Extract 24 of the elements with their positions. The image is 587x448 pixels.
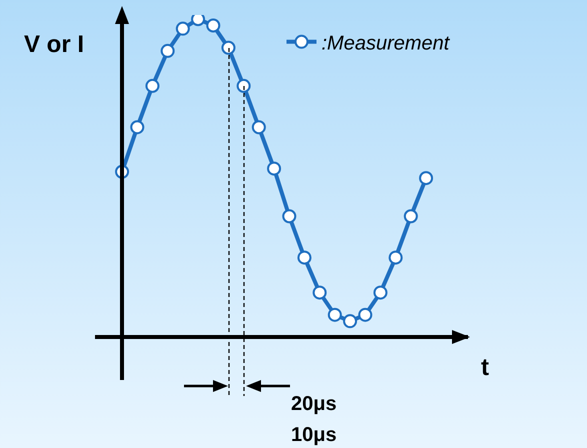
point — [388, 250, 403, 265]
point — [206, 18, 220, 32]
point — [221, 40, 236, 55]
point — [358, 308, 372, 322]
legend-label: :Measurement — [322, 32, 451, 55]
point — [267, 162, 282, 176]
text: 10μs — [291, 424, 337, 446]
point — [252, 120, 266, 134]
x-axis-title: t — [481, 354, 489, 381]
point — [343, 314, 358, 328]
point — [282, 209, 296, 224]
point — [328, 308, 342, 322]
point — [176, 22, 190, 36]
point — [419, 171, 434, 186]
point — [145, 78, 160, 93]
text: 20μs — [291, 393, 337, 415]
point — [373, 286, 388, 300]
y-axis-title: V or I — [24, 31, 84, 58]
point — [160, 44, 175, 58]
point — [297, 250, 312, 265]
point — [130, 120, 144, 134]
point — [404, 209, 418, 224]
point — [236, 78, 251, 93]
point — [312, 286, 327, 300]
